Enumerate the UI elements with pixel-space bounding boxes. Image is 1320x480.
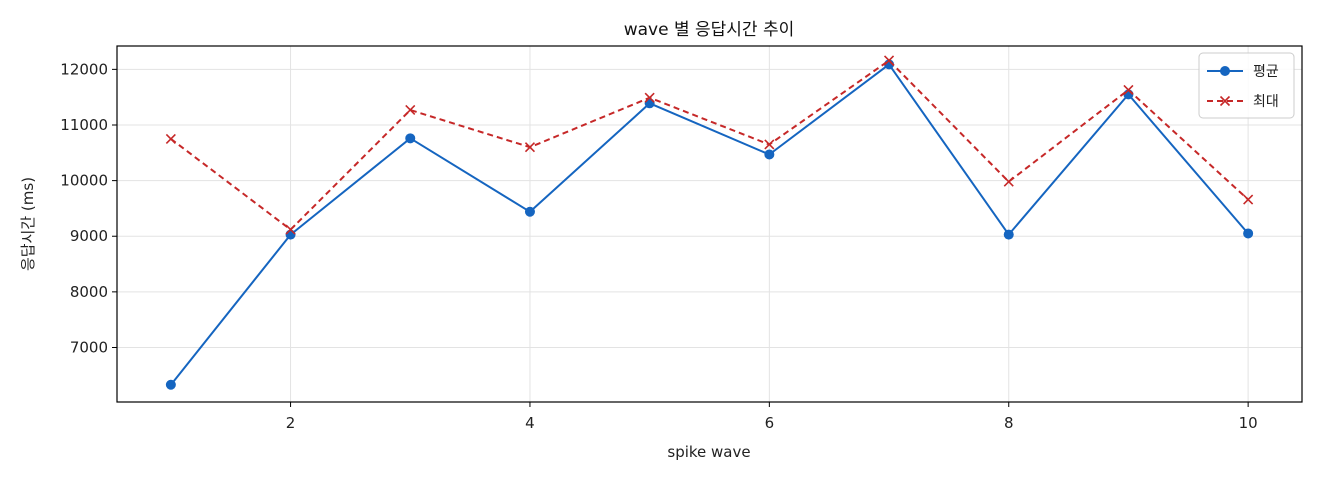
data-point [285, 224, 296, 235]
y-tick-label: 10000 [60, 172, 108, 190]
plot-area-frame [116, 45, 1303, 403]
data-point [764, 139, 775, 150]
series-최대 [165, 55, 1254, 235]
y-axis-label: 응답시간 (ms) [19, 177, 37, 271]
grid-lines [117, 46, 1302, 402]
data-point [1123, 84, 1134, 96]
y-tick-label: 8000 [70, 283, 108, 301]
legend-entry: 최대 [1207, 94, 1279, 110]
y-tick-label: 7000 [70, 338, 108, 356]
series-line [170, 59, 1249, 231]
y-tick-label: 9000 [70, 227, 108, 245]
data-point [1003, 229, 1014, 240]
legend-label: 최대 [1253, 94, 1279, 110]
data-point [644, 92, 655, 103]
x-tick-label: 4 [525, 414, 535, 432]
data-point [285, 229, 296, 240]
y-tick-label: 11000 [60, 116, 108, 134]
series-line [170, 63, 1249, 386]
x-tick-label: 8 [1004, 414, 1014, 432]
axis-ticks: 2 4 6 8 10 7000 8000 9000 10000 11000 12000 [60, 60, 1257, 432]
chart-title: wave 별 응답시간 추이 [624, 20, 795, 40]
data-point [524, 142, 536, 153]
y-tick-label: 12000 [60, 60, 108, 78]
data-point [165, 379, 176, 390]
legend-label: 평균 [1253, 64, 1279, 80]
data-point [1003, 176, 1014, 187]
x-tick-label: 10 [1239, 414, 1258, 432]
data-point [1243, 194, 1254, 205]
x-tick-label: 2 [286, 414, 296, 432]
legend-marker [1219, 95, 1231, 107]
data-point [405, 104, 416, 116]
data-point [764, 149, 775, 160]
legend-box [1198, 52, 1295, 119]
x-tick-label: 6 [765, 414, 775, 432]
series-layer [165, 55, 1254, 390]
legend-marker [1220, 66, 1230, 76]
data-point [165, 133, 176, 144]
data-point [1243, 228, 1254, 239]
data-point [405, 133, 416, 144]
series-평균 [165, 59, 1254, 390]
data-point [883, 55, 895, 66]
legend-entry: 평균 [1207, 64, 1279, 80]
x-axis-label: spike wave [667, 443, 750, 461]
data-point [524, 206, 535, 217]
